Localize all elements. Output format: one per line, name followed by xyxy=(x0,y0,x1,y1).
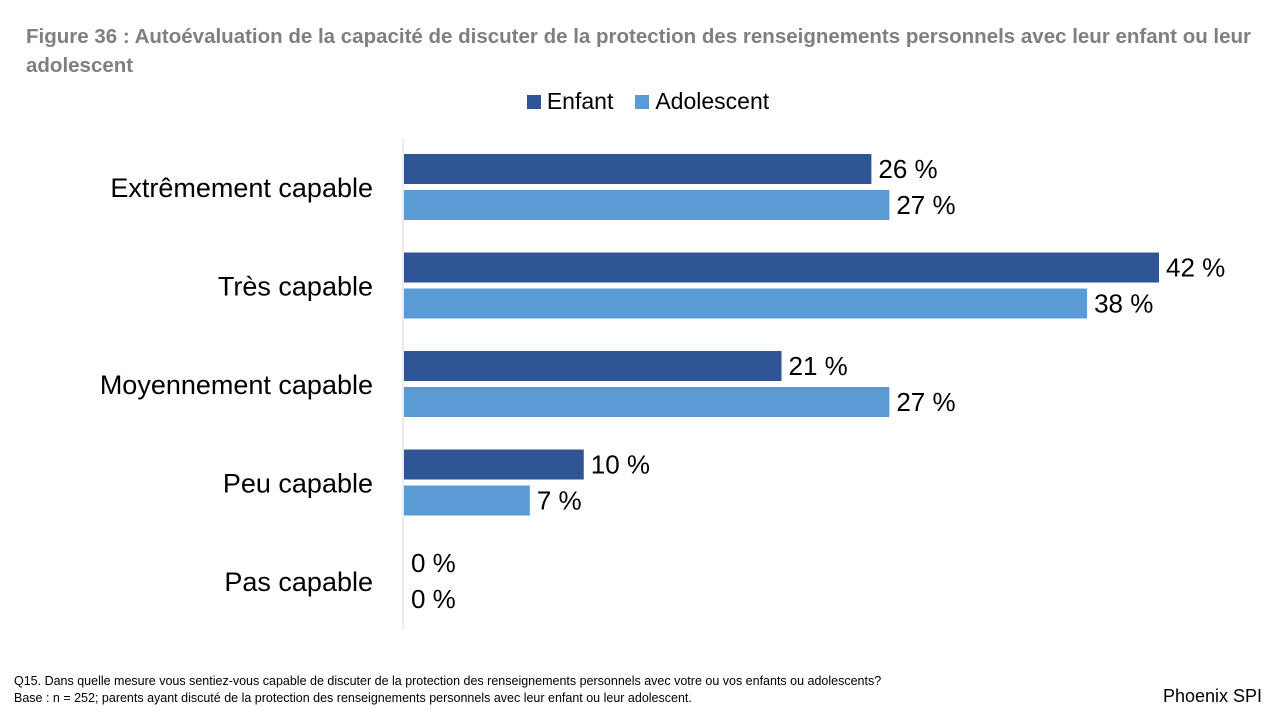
bar-enfant xyxy=(404,449,584,480)
category-label: Pas capable xyxy=(224,567,373,597)
legend-label-enfant: Enfant xyxy=(546,88,614,114)
data-label-adolescent: 7 % xyxy=(537,486,582,516)
data-label-adolescent: 38 % xyxy=(1094,289,1153,319)
footnote: Q15. Dans quelle mesure vous sentiez-vou… xyxy=(14,673,1074,707)
legend-item-enfant: Enfant xyxy=(526,88,614,115)
category-label: Moyennement capable xyxy=(100,370,373,400)
bar-adolescent xyxy=(404,485,530,516)
bar-adolescent xyxy=(404,288,1088,319)
brand-label: Phoenix SPI xyxy=(1162,686,1262,706)
legend: Enfant Adolescent xyxy=(0,88,1280,115)
data-label-adolescent: 0 % xyxy=(411,584,456,614)
data-label-enfant: 10 % xyxy=(591,450,650,480)
data-label-enfant: 42 % xyxy=(1166,253,1225,283)
footnote-base: Base : n = 252; parents ayant discuté de… xyxy=(14,691,692,705)
legend-label-adolescent: Adolescent xyxy=(655,88,770,114)
legend-swatch-enfant xyxy=(526,94,541,109)
category-label: Très capable xyxy=(218,272,373,302)
bar-adolescent xyxy=(404,387,890,417)
bar-enfant xyxy=(404,154,872,184)
data-label-enfant: 0 % xyxy=(411,548,456,578)
data-label-enfant: 26 % xyxy=(878,154,937,184)
category-label: Extrêmement capable xyxy=(110,173,373,203)
data-label-adolescent: 27 % xyxy=(896,190,955,220)
category-label: Peu capable xyxy=(223,469,373,499)
legend-swatch-adolescent xyxy=(635,94,650,109)
data-label-adolescent: 27 % xyxy=(896,387,955,417)
chart-title: Figure 36 : Autoévaluation de la capacit… xyxy=(26,25,1252,77)
data-label-enfant: 21 % xyxy=(789,351,848,381)
bar-enfant xyxy=(404,351,782,381)
footnote-question: Q15. Dans quelle mesure vous sentiez-vou… xyxy=(14,674,882,688)
bar-adolescent xyxy=(404,190,890,220)
bar-enfant xyxy=(404,252,1159,283)
legend-item-adolescent: Adolescent xyxy=(635,88,769,115)
